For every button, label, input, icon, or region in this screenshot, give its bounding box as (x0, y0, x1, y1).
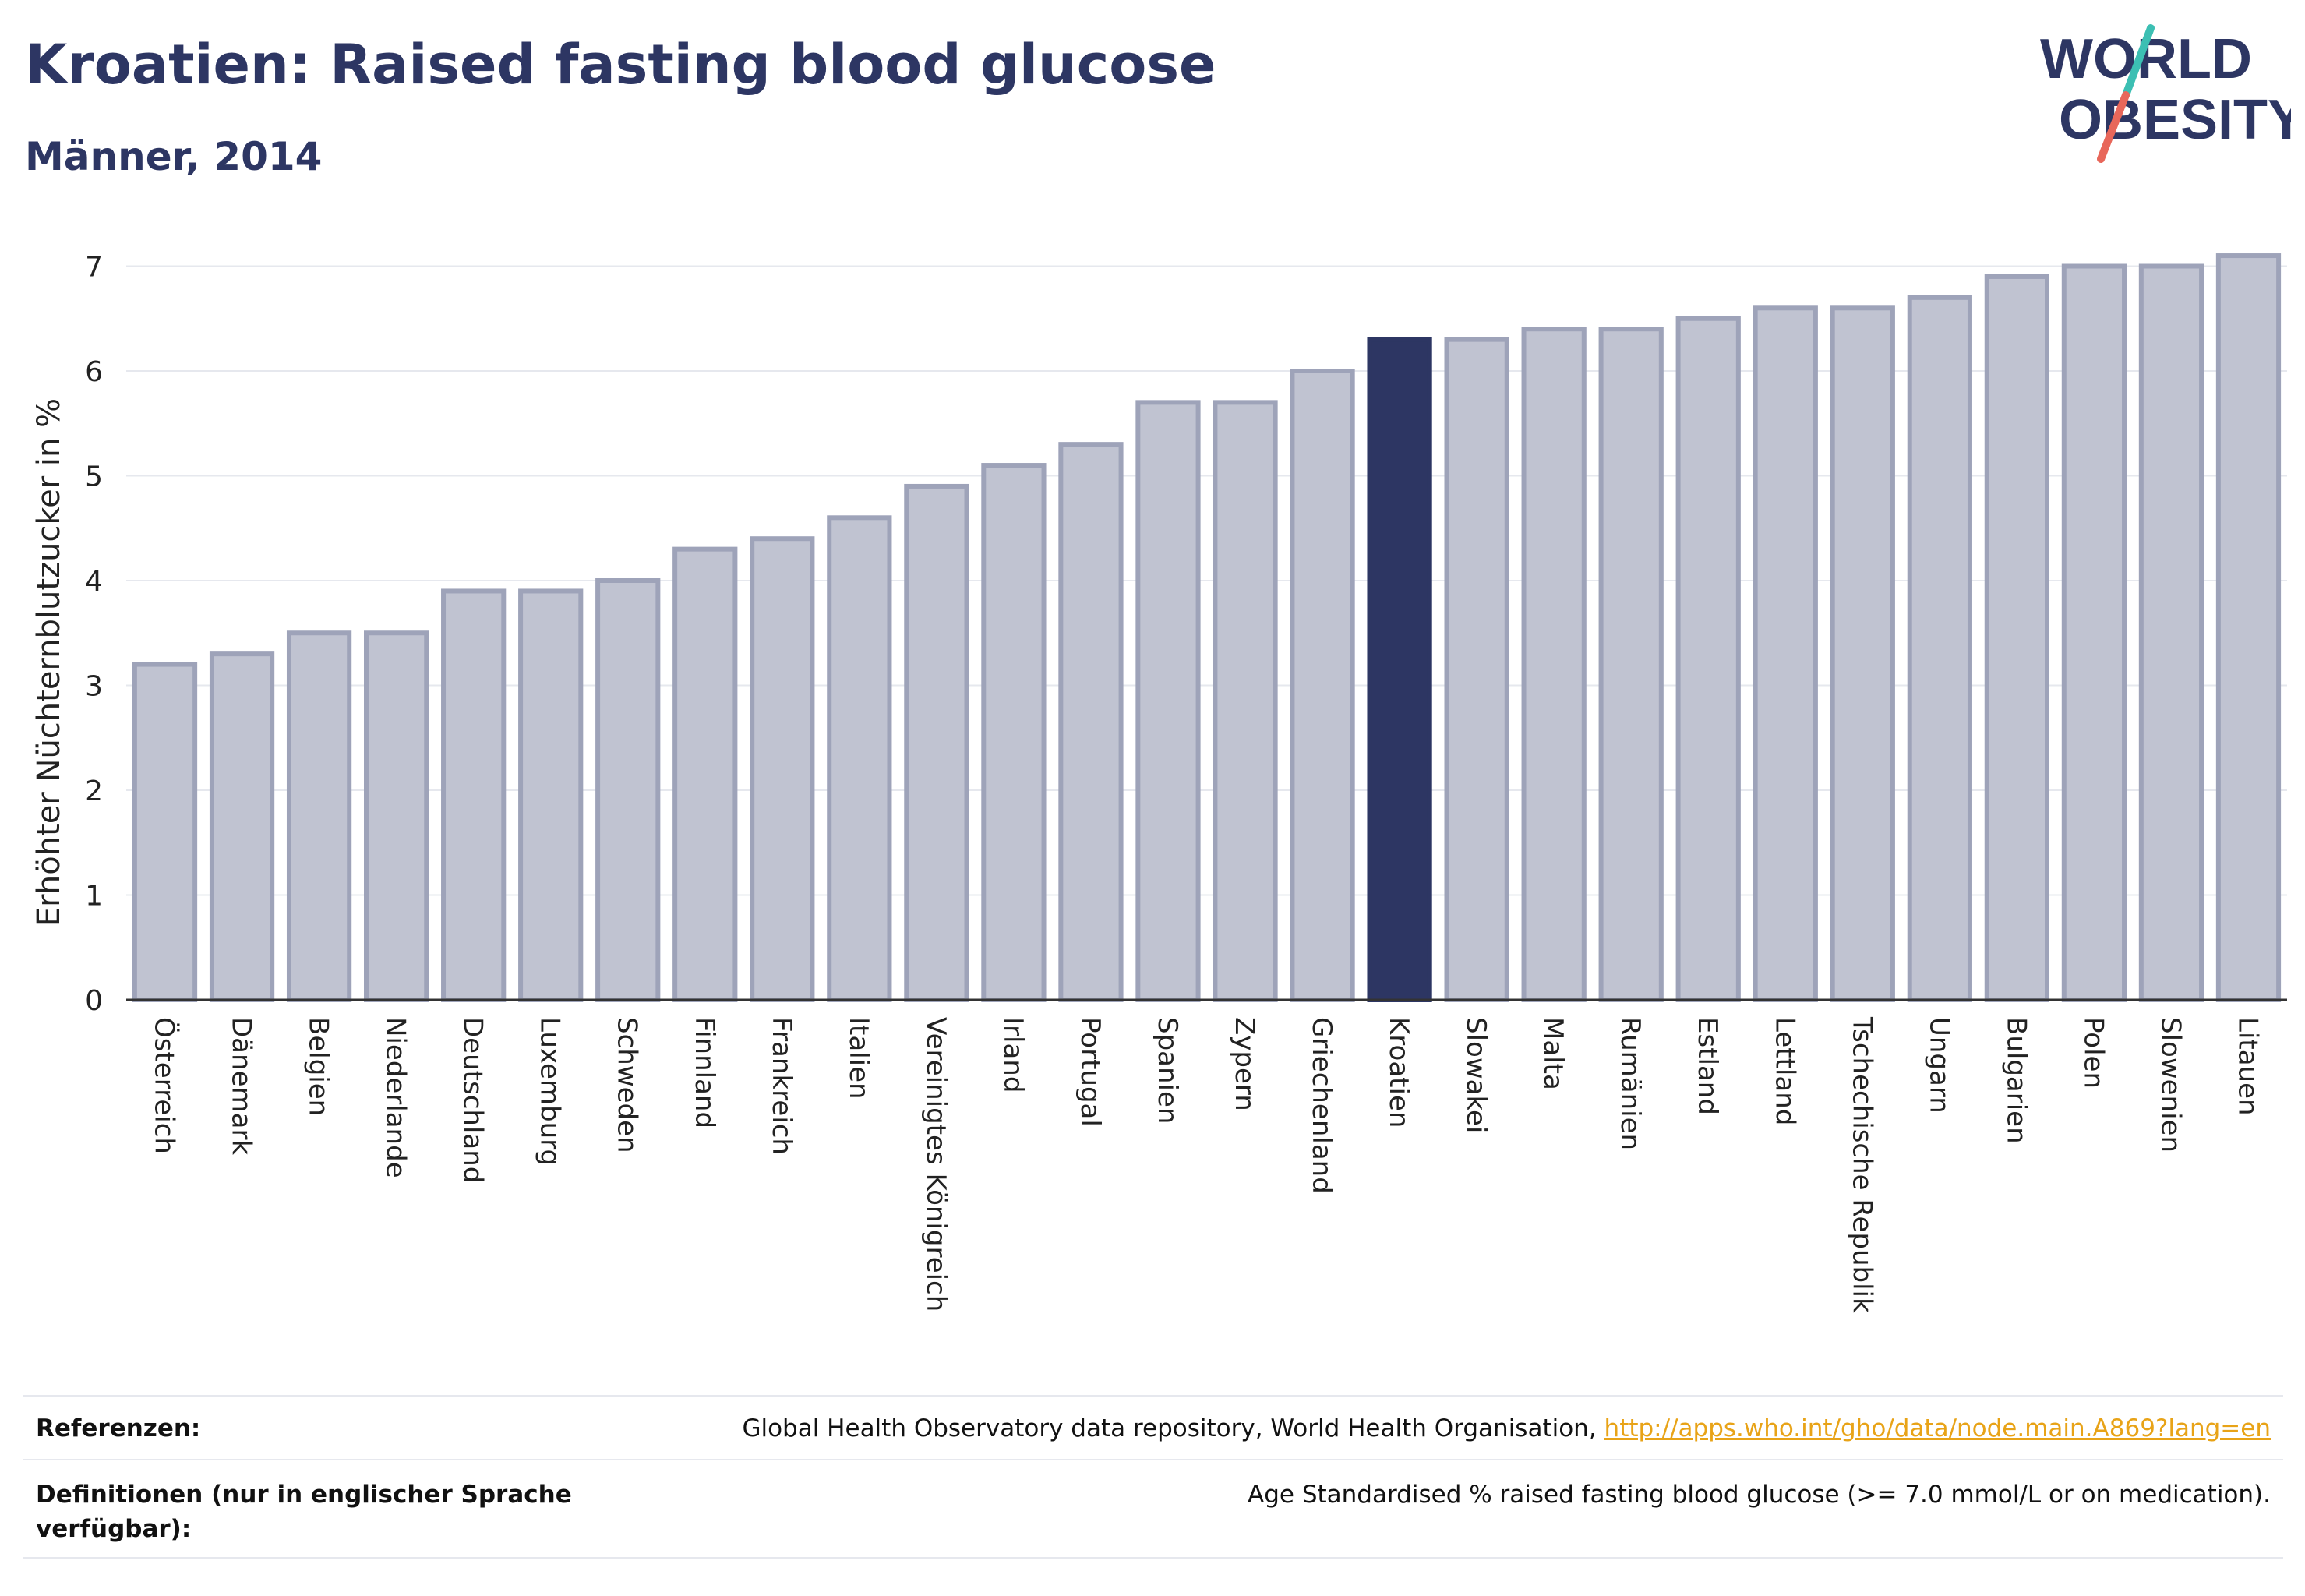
x-tick-label: Bulgarien (2000, 1017, 2031, 1144)
x-tick-label: Vereinigtes Königreich (920, 1017, 951, 1312)
definitions-value: Age Standardised % raised fasting blood … (1248, 1481, 2271, 1509)
bar-chart: 0 1 2 3 4 5 6 7 Österreich Dänemark Belgien Niederl… (31, 252, 2287, 1313)
x-tick-label: Portugal (1075, 1017, 1106, 1127)
bar (209, 651, 275, 1003)
bar (1675, 316, 1741, 1002)
x-tick-label: Zypern (1229, 1017, 1260, 1111)
x-tick-label: Litauen (2232, 1017, 2263, 1116)
bar (1521, 327, 1587, 1002)
logo-slash-red (2097, 91, 2130, 163)
x-tick-label: Kroatien (1383, 1017, 1414, 1128)
x-tick-label: Ungarn (1923, 1017, 1954, 1114)
bar (2138, 263, 2204, 1002)
y-tick-label: 6 (85, 356, 103, 388)
bar (750, 536, 815, 1002)
y-axis-label: Erhöhter Nüchternblutzucker in % (31, 398, 67, 927)
x-tick-label: Slowenien (2155, 1017, 2186, 1153)
bar (904, 483, 969, 1002)
x-tick-label: Malta (1537, 1017, 1569, 1090)
references-value: Global Health Observatory data repositor… (742, 1411, 2271, 1446)
y-tick-label: 4 (85, 566, 103, 598)
references-row: Referenzen: Global Health Observatory da… (23, 1395, 2283, 1460)
bar (132, 662, 198, 1002)
bar (1135, 400, 1201, 1002)
bar (1058, 442, 1124, 1002)
x-tick-label: Spanien (1152, 1017, 1183, 1124)
x-tick-label: Slowakei (1460, 1017, 1491, 1133)
y-tick-label: 7 (85, 252, 103, 284)
definitions-label: Definitionen (nur in englischer Sprache … (36, 1481, 572, 1543)
x-tick-label: Schweden (612, 1017, 643, 1153)
bar (1444, 337, 1509, 1002)
x-tick-label: Finnland (689, 1017, 720, 1128)
x-tick-label: Deutschland (457, 1017, 489, 1183)
bar (595, 578, 661, 1002)
x-tick-label: Dänemark (226, 1017, 257, 1155)
bars (132, 253, 2282, 1003)
definitions-row: Definitionen (nur in englischer Sprache … (23, 1459, 2283, 1559)
axes: 0 1 2 3 4 5 6 7 Österreich Dänemark Belgien Niederl… (85, 252, 2287, 1313)
bar (364, 630, 429, 1002)
logo-slash-teal (2122, 24, 2155, 99)
y-tick-label: 1 (85, 881, 103, 913)
x-tick-label: Italien (843, 1017, 874, 1100)
bar (518, 588, 584, 1002)
x-tick-label: Rumänien (1615, 1017, 1646, 1150)
bar (1753, 305, 1818, 1002)
x-tick-label: Irland (997, 1017, 1029, 1093)
bar (2215, 253, 2282, 1002)
y-tick-label: 0 (85, 985, 103, 1017)
x-tick-label: Polen (2077, 1017, 2109, 1089)
x-tick-label: Österreich (149, 1017, 181, 1154)
x-tick-label: Tschechische Republik (1846, 1016, 1877, 1313)
bar (286, 630, 352, 1002)
x-tick-label: Niederlande (380, 1017, 411, 1178)
bar (1830, 305, 1895, 1002)
references-label: Referenzen: (36, 1414, 201, 1442)
page-subtitle: Männer, 2014 (25, 134, 323, 179)
bar (1213, 400, 1278, 1002)
x-tick-label: Luxemburg (535, 1017, 566, 1166)
references-text: Global Health Observatory data repositor… (742, 1414, 1604, 1442)
references-link[interactable]: http://apps.who.int/gho/data/node.main.A… (1604, 1414, 2271, 1442)
bar (672, 546, 738, 1002)
bar (1907, 295, 1972, 1003)
x-tick-label: Estland (1692, 1017, 1723, 1115)
bar-highlight (1367, 337, 1432, 1002)
bar (981, 463, 1047, 1002)
logo-line2: OBESITY (2059, 89, 2291, 151)
bar (441, 588, 507, 1002)
world-obesity-logo: WORLD OBESITY (2040, 24, 2291, 163)
bar (1598, 327, 1664, 1002)
y-tick-label: 3 (85, 671, 103, 703)
y-tick-label: 2 (85, 775, 103, 807)
page-title: Kroatien: Raised fasting blood glucose (25, 33, 1216, 97)
x-tick-label: Frankreich (766, 1017, 797, 1155)
x-tick-label: Belgien (303, 1017, 334, 1116)
bar (1290, 369, 1355, 1002)
bar (2061, 263, 2127, 1002)
x-tick-label: Lettland (1769, 1017, 1800, 1125)
bar (827, 515, 892, 1002)
y-tick-label: 5 (85, 461, 103, 493)
x-tick-label: Griechenland (1306, 1017, 1337, 1194)
bar (1984, 274, 2049, 1002)
